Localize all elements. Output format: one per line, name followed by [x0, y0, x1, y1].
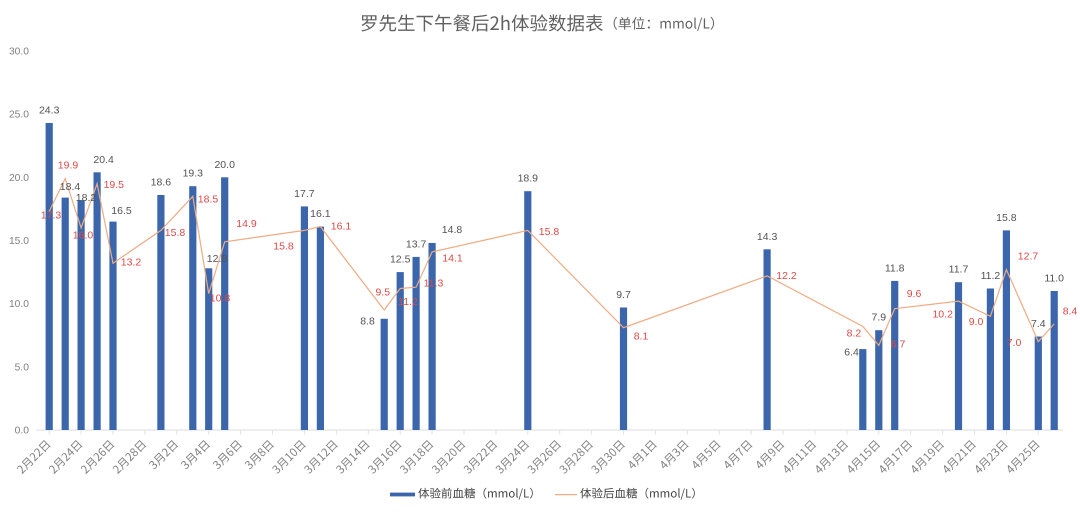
svg-text:11.0: 11.0 — [1044, 273, 1064, 285]
svg-text:18.2: 18.2 — [76, 192, 97, 204]
svg-text:19.9: 19.9 — [58, 160, 79, 172]
svg-text:25.0: 25.0 — [9, 110, 29, 121]
svg-text:5.0: 5.0 — [15, 362, 30, 373]
svg-text:0.0: 0.0 — [15, 426, 30, 437]
svg-text:9.6: 9.6 — [907, 288, 922, 300]
svg-text:14.8: 14.8 — [442, 224, 463, 236]
svg-text:18.9: 18.9 — [518, 173, 539, 185]
svg-text:13.7: 13.7 — [406, 238, 427, 250]
svg-text:20.0: 20.0 — [214, 159, 235, 171]
svg-text:9.0: 9.0 — [969, 316, 984, 328]
svg-text:7.4: 7.4 — [1031, 318, 1046, 330]
svg-text:18.6: 18.6 — [151, 177, 172, 189]
svg-text:7.0: 7.0 — [1007, 337, 1022, 349]
svg-text:9.5: 9.5 — [375, 287, 390, 299]
svg-text:7.9: 7.9 — [871, 312, 886, 324]
svg-text:12.8: 12.8 — [207, 253, 228, 265]
svg-text:15.8: 15.8 — [273, 241, 294, 253]
svg-text:14.1: 14.1 — [442, 253, 463, 265]
svg-text:8.4: 8.4 — [1063, 306, 1078, 318]
svg-text:13.2: 13.2 — [121, 257, 142, 269]
svg-text:30.0: 30.0 — [9, 47, 29, 58]
svg-text:17.7: 17.7 — [294, 188, 315, 200]
svg-text:12.2: 12.2 — [776, 270, 797, 282]
svg-text:12.7: 12.7 — [1018, 251, 1039, 263]
svg-text:6.7: 6.7 — [891, 339, 906, 351]
svg-text:17.3: 17.3 — [41, 210, 62, 222]
svg-text:15.8: 15.8 — [165, 227, 186, 239]
svg-text:18.5: 18.5 — [198, 194, 219, 206]
svg-text:24.3: 24.3 — [39, 105, 60, 117]
svg-text:11.2: 11.2 — [398, 296, 418, 308]
svg-text:14.9: 14.9 — [236, 218, 257, 230]
svg-text:10.8: 10.8 — [210, 293, 231, 305]
svg-text:16.1: 16.1 — [331, 221, 352, 233]
svg-text:8.2: 8.2 — [847, 327, 862, 339]
svg-text:20.0: 20.0 — [9, 173, 29, 184]
svg-text:10.0: 10.0 — [9, 299, 29, 310]
svg-text:9.7: 9.7 — [616, 289, 631, 301]
svg-text:11.3: 11.3 — [424, 278, 444, 290]
svg-text:12.5: 12.5 — [390, 254, 411, 266]
svg-text:14.3: 14.3 — [757, 231, 778, 243]
svg-text:15.0: 15.0 — [9, 236, 29, 247]
svg-text:11.8: 11.8 — [885, 262, 905, 274]
svg-text:19.3: 19.3 — [183, 168, 204, 180]
svg-text:11.7: 11.7 — [949, 264, 969, 276]
svg-text:15.8: 15.8 — [996, 212, 1017, 224]
svg-text:15.8: 15.8 — [539, 226, 560, 238]
svg-text:18.4: 18.4 — [60, 181, 81, 193]
svg-text:16.1: 16.1 — [310, 208, 331, 220]
svg-text:8.1: 8.1 — [634, 331, 649, 343]
svg-text:20.4: 20.4 — [93, 154, 114, 166]
svg-text:6.4: 6.4 — [844, 347, 859, 359]
svg-text:19.5: 19.5 — [104, 179, 125, 191]
svg-text:16.5: 16.5 — [111, 205, 132, 217]
svg-text:10.2: 10.2 — [932, 308, 953, 320]
svg-text:11.2: 11.2 — [981, 270, 1001, 282]
svg-text:8.8: 8.8 — [360, 316, 375, 328]
svg-text:16.0: 16.0 — [73, 230, 94, 242]
